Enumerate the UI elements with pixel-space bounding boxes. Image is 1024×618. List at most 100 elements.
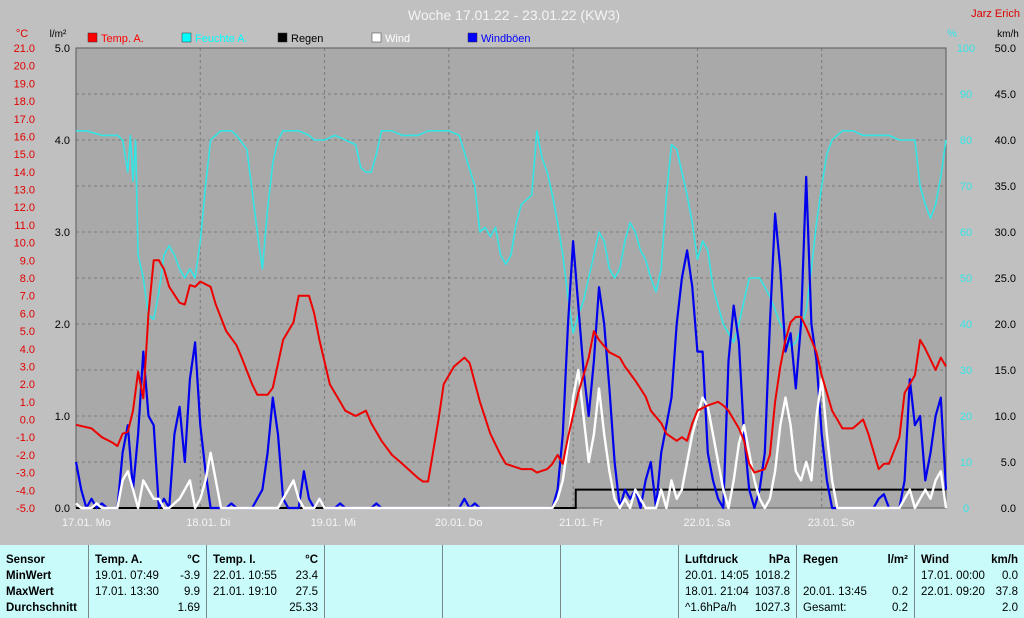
wind-max-time: 22.01. 09:20 [921,586,985,598]
rain-tick-label: 5.0 [55,43,70,55]
legend: Temp. A. Feuchte A. Regen Wind Windböen [87,32,531,45]
day-label: 18.01. Di [186,517,230,529]
grid-lines [76,48,946,508]
temp-i-name: Temp. I. [213,554,256,566]
legend-label: Wind [385,33,410,45]
series-lines [74,130,948,510]
wind-tick-label: 15.0 [995,365,1016,377]
day-label: 21.01. Fr [559,517,603,529]
temp-tick-label: 6.0 [20,308,35,320]
temp-a-min-val: -3.9 [180,570,200,582]
panel-wind: Wind km/h 17.01. 00:00 0.0 22.01. 09:20 37.… [914,545,1024,618]
panel-pressure: Luftdruck hPa 20.01. 14:05 1018.2 18.01. 2… [678,545,796,618]
temp-tick-label: 12.0 [14,202,35,214]
series-gust [74,175,948,510]
temp-i-unit: °C [305,554,318,566]
wind-name: Wind [921,554,949,566]
chart-title: Woche 17.01.22 - 23.01.22 (KW3) [408,7,620,23]
rain-tick-label: 2.0 [55,319,70,331]
series-temp [75,259,947,483]
series-wind [75,368,948,510]
temp-tick-label: 13.0 [14,185,35,197]
temp-tick-label: -3.0 [16,468,35,480]
wind-max-val: 37.8 [995,586,1018,598]
temp-tick-label: 7.0 [20,291,35,303]
temp-tick-label: 17.0 [14,114,35,126]
day-label: 23.01. So [808,517,855,529]
pressure-name: Luftdruck [685,554,739,566]
temp-tick-label: 8.0 [20,273,35,285]
temp-a-name: Temp. A. [95,554,143,566]
rain-total-label: Gesamt: [803,602,847,614]
humidity-tick-label: 0 [963,503,969,515]
temp-tick-label: 11.0 [14,220,35,232]
temp-tick-label: 20.0 [14,61,35,73]
panel-empty-3 [560,545,678,618]
temp-a-max-val: 9.9 [184,586,200,598]
legend-label: Temp. A. [101,33,144,45]
panel-sensor-labels: Sensor MinWert MaxWert Durchschnitt [0,545,88,618]
temp-tick-label: 14.0 [14,167,35,179]
humidity-tick-label: 20 [960,411,972,423]
label-avg: Durchschnitt [6,602,77,614]
wind-min-time: 17.01. 00:00 [921,570,985,582]
legend-swatch [87,32,98,43]
temp-tick-label: 0.0 [20,415,35,427]
legend-label: Windböen [481,33,531,45]
rain-max-time: 20.01. 13:45 [803,586,867,598]
panel-temp-a: Temp. A. °C 19.01. 07:49 -3.9 17.01. 13:30… [88,545,206,618]
wind-tick-label: 25.0 [995,273,1016,285]
temp-tick-label: -1.0 [16,432,35,444]
rain-total: 0.2 [892,602,908,614]
temp-tick-label: 2.0 [20,379,35,391]
label-min: MinWert [6,570,52,582]
humidity-tick-label: 70 [960,181,972,193]
temp-a-avg: 1.69 [177,602,200,614]
day-label: 22.01. Sa [683,517,731,529]
pressure-trend: ^1.6hPa/h [685,602,737,614]
temp-i-avg: 25.33 [289,602,318,614]
panel-rain: Regen l/m² 20.01. 13:45 0.2 Gesamt: 0.2 [796,545,914,618]
legend-label: Feuchte A. [195,33,248,45]
rain-axis-unit: l/m² [50,29,67,40]
day-label: 17.01. Mo [62,517,111,529]
label-max: MaxWert [6,586,54,598]
humidity-tick-label: 80 [960,135,972,147]
pressure-max-val: 1037.8 [754,586,790,598]
humidity-tick-label: 30 [960,365,972,377]
humidity-tick-label: 90 [960,89,972,101]
wind-tick-label: 30.0 [995,227,1016,239]
wind-axis-unit: km/h [997,29,1019,40]
temp-tick-label: 5.0 [20,326,35,338]
pressure-current: 1027.3 [754,602,790,614]
temp-tick-label: -2.0 [16,450,35,462]
humidity-tick-label: 40 [960,319,972,331]
temp-a-unit: °C [187,554,200,566]
legend-swatch [277,32,288,43]
temp-axis-unit: °C [16,28,28,40]
pressure-min-val: 1018.2 [754,570,790,582]
rain-unit: l/m² [887,554,908,566]
panel-temp-i: Temp. I. °C 22.01. 10:55 23.4 21.01. 19:10… [206,545,324,618]
wind-avg: 2.0 [1002,602,1018,614]
humidity-tick-label: 100 [957,43,975,55]
pressure-unit: hPa [768,554,790,566]
wind-tick-label: 40.0 [995,135,1016,147]
author-label: Jarz Erich [971,8,1020,20]
rain-tick-label: 1.0 [55,411,70,423]
humidity-axis-unit: % [947,28,957,40]
pressure-max-time: 18.01. 21:04 [685,586,749,598]
axes: 21.0 20.0 19.0 18.0 17.0 16.0 15.0 14.0 13.0 12.0… [14,28,1019,529]
weather-chart: 21.0 20.0 19.0 18.0 17.0 16.0 15.0 14.0 13.0 12.0… [13,7,1020,529]
rain-tick-label: 3.0 [55,227,70,239]
legend-label: Regen [291,33,323,45]
wind-tick-label: 0.0 [1001,503,1016,515]
temp-i-min-val: 23.4 [295,570,318,582]
label-sensor: Sensor [6,554,45,566]
temp-tick-label: -5.0 [16,503,35,515]
temp-tick-label: -4.0 [16,485,35,497]
day-label: 20.01. Do [435,517,483,529]
temp-tick-label: 21.0 [14,43,35,55]
wind-unit: km/h [991,554,1018,566]
wind-min-val: 0.0 [1002,570,1018,582]
